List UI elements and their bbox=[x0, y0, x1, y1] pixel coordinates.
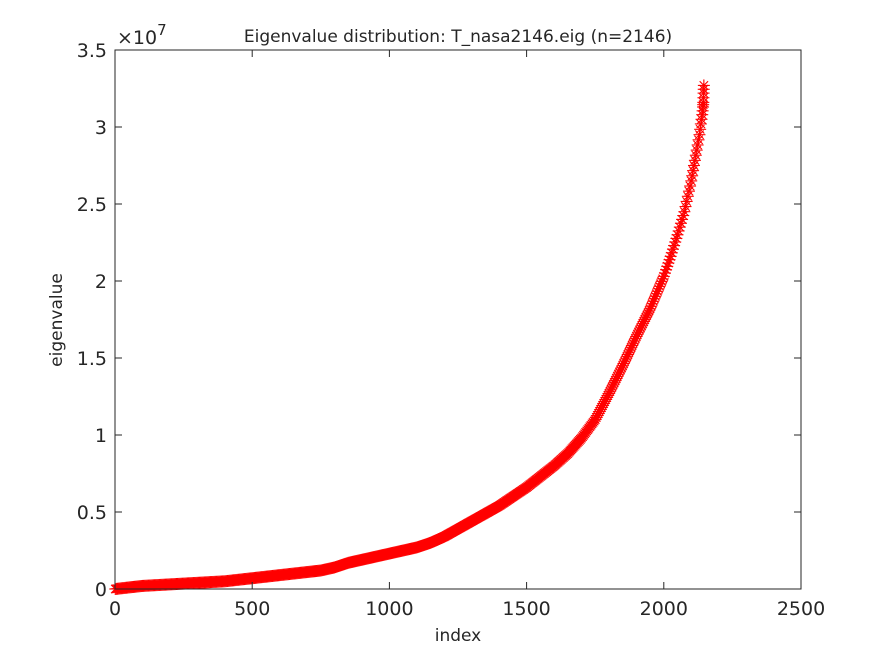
y-tick-label: 1 bbox=[95, 425, 107, 447]
chart-title: Eigenvalue distribution: T_nasa2146.eig … bbox=[244, 27, 672, 47]
exponent-base: ×10 bbox=[117, 27, 157, 49]
x-tick-label: 1000 bbox=[365, 598, 413, 620]
y-tick-label: 2.5 bbox=[77, 194, 107, 216]
y-tick-label: 2 bbox=[95, 271, 107, 293]
x-tick-label: 500 bbox=[234, 598, 270, 620]
x-tick-label: 2500 bbox=[777, 598, 825, 620]
y-axis-ticks: 0 0.5 1 1.5 2 2.5 3 3.5 bbox=[77, 40, 801, 601]
data-point bbox=[693, 128, 706, 141]
plot-background bbox=[115, 50, 801, 589]
y-tick-label: 3 bbox=[95, 117, 107, 139]
data-points bbox=[109, 79, 710, 595]
y-exponent-multiplier: ×107 bbox=[117, 21, 167, 49]
y-tick-label: 1.5 bbox=[77, 348, 107, 370]
x-tick-label: 1500 bbox=[502, 598, 550, 620]
x-axis-label: index bbox=[435, 626, 482, 646]
plot-frame bbox=[114, 49, 802, 590]
y-tick-label: 3.5 bbox=[77, 40, 107, 62]
y-tick-label: 0.5 bbox=[77, 502, 107, 524]
x-tick-label: 0 bbox=[109, 598, 121, 620]
y-axis-label: eigenvalue bbox=[47, 273, 67, 367]
x-axis-ticks: 0 500 1000 1500 2000 2500 bbox=[109, 50, 825, 620]
data-point bbox=[697, 79, 710, 92]
x-tick-label: 2000 bbox=[640, 598, 688, 620]
exponent-power: 7 bbox=[157, 21, 167, 39]
y-tick-label: 0 bbox=[95, 579, 107, 601]
